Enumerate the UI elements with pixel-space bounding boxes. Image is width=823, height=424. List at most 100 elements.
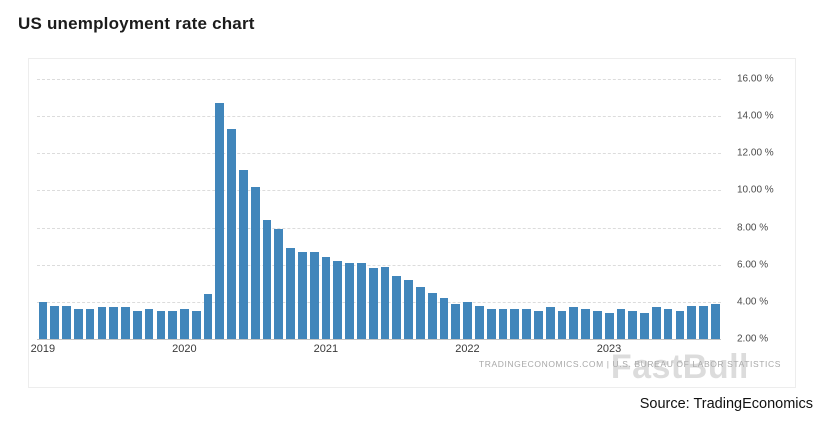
bar[interactable]: [156, 311, 166, 339]
bar[interactable]: [309, 251, 319, 339]
bar[interactable]: [109, 307, 119, 339]
bar[interactable]: [38, 301, 48, 339]
bar-slot: [662, 79, 674, 339]
bar-slot: [462, 79, 474, 339]
bar[interactable]: [132, 311, 142, 339]
bar-slot: [650, 79, 662, 339]
bar-slot: [131, 79, 143, 339]
bar[interactable]: [250, 186, 260, 339]
bar[interactable]: [345, 262, 354, 339]
bar[interactable]: [180, 309, 189, 339]
bar-slot: [603, 79, 615, 339]
bar[interactable]: [640, 313, 649, 339]
bar-slot: [179, 79, 191, 339]
bar[interactable]: [651, 307, 661, 339]
bar-slot: [308, 79, 320, 339]
bar[interactable]: [604, 313, 614, 339]
bar-slot: [521, 79, 533, 339]
x-axis-tick-label: 2023: [596, 343, 622, 355]
bar[interactable]: [628, 311, 638, 339]
bar[interactable]: [274, 229, 284, 339]
bar[interactable]: [50, 305, 60, 339]
bar[interactable]: [557, 311, 567, 339]
bar[interactable]: [522, 309, 531, 339]
bar-slot: [202, 79, 214, 339]
bar[interactable]: [85, 309, 95, 339]
bar[interactable]: [357, 262, 366, 339]
bar[interactable]: [687, 305, 697, 339]
y-axis-labels: 16.00 % 14.00 % 12.00 % 10.00 % 8.00 % 6.00 %…: [731, 74, 791, 345]
gridline: [37, 153, 721, 155]
bar[interactable]: [215, 103, 225, 339]
bar[interactable]: [534, 311, 543, 339]
bar-slot: [544, 79, 556, 339]
bar[interactable]: [144, 309, 154, 339]
bar[interactable]: [710, 303, 720, 339]
bar[interactable]: [545, 307, 555, 339]
bar[interactable]: [498, 309, 508, 339]
bar-slot: [72, 79, 84, 339]
bar-slot: [674, 79, 686, 339]
bar-slot: [273, 79, 285, 339]
y-axis-tick-label: 4.00 %: [737, 296, 769, 308]
bar[interactable]: [416, 287, 425, 339]
bar[interactable]: [368, 268, 378, 339]
bar-slot: [297, 79, 309, 339]
bar[interactable]: [191, 311, 201, 339]
bar-slot: [238, 79, 250, 339]
bar[interactable]: [333, 261, 343, 339]
bar-slot: [698, 79, 710, 339]
bar[interactable]: [569, 307, 579, 339]
bar[interactable]: [239, 170, 248, 339]
bar[interactable]: [97, 307, 107, 339]
x-axis-tick-label: 2020: [172, 343, 197, 355]
bar[interactable]: [286, 248, 295, 339]
bar[interactable]: [699, 305, 708, 339]
bar-slot: [473, 79, 485, 339]
bar-slot: [120, 79, 132, 339]
bar[interactable]: [510, 309, 520, 339]
bar[interactable]: [616, 309, 626, 339]
bar-slot: [450, 79, 462, 339]
gridline: [37, 301, 721, 303]
y-axis-tick-label: 6.00 %: [737, 259, 769, 271]
bar[interactable]: [380, 266, 390, 339]
bar[interactable]: [486, 309, 496, 339]
source-label: Source: TradingEconomics: [639, 396, 813, 412]
y-axis-tick-label: 12.00 %: [737, 147, 774, 159]
y-axis-tick-label: 2.00 %: [737, 333, 769, 345]
bar[interactable]: [62, 305, 71, 339]
bar[interactable]: [404, 279, 413, 339]
x-axis-tick-label: 2022: [455, 343, 480, 355]
bar[interactable]: [203, 294, 213, 339]
bar[interactable]: [439, 298, 449, 339]
bar[interactable]: [592, 311, 602, 339]
bar[interactable]: [451, 303, 461, 339]
bar[interactable]: [227, 129, 236, 339]
bar[interactable]: [475, 305, 484, 339]
bar[interactable]: [168, 311, 178, 339]
bar[interactable]: [663, 309, 673, 339]
x-axis-labels: 2019 2020 2021 2022 2023: [31, 343, 721, 359]
bar[interactable]: [581, 309, 590, 339]
bar[interactable]: [392, 275, 402, 339]
bar-slot: [686, 79, 698, 339]
bar-slot: [155, 79, 167, 339]
bar[interactable]: [262, 220, 272, 339]
bar[interactable]: [321, 257, 331, 339]
bar[interactable]: [675, 311, 685, 339]
bar[interactable]: [298, 251, 307, 339]
bar[interactable]: [121, 307, 130, 339]
bar[interactable]: [73, 309, 83, 339]
bar-series[interactable]: [37, 79, 721, 339]
bar-slot: [344, 79, 356, 339]
gridline: [37, 190, 721, 192]
x-axis-tick-label: 2019: [30, 343, 56, 355]
bar-slot: [320, 79, 332, 339]
bar[interactable]: [463, 301, 472, 339]
page-title: US unemployment rate chart: [18, 14, 255, 33]
bar[interactable]: [427, 292, 437, 339]
bar-slot: [226, 79, 238, 339]
y-axis-tick-label: 14.00 %: [737, 110, 774, 122]
bar-slot: [403, 79, 415, 339]
